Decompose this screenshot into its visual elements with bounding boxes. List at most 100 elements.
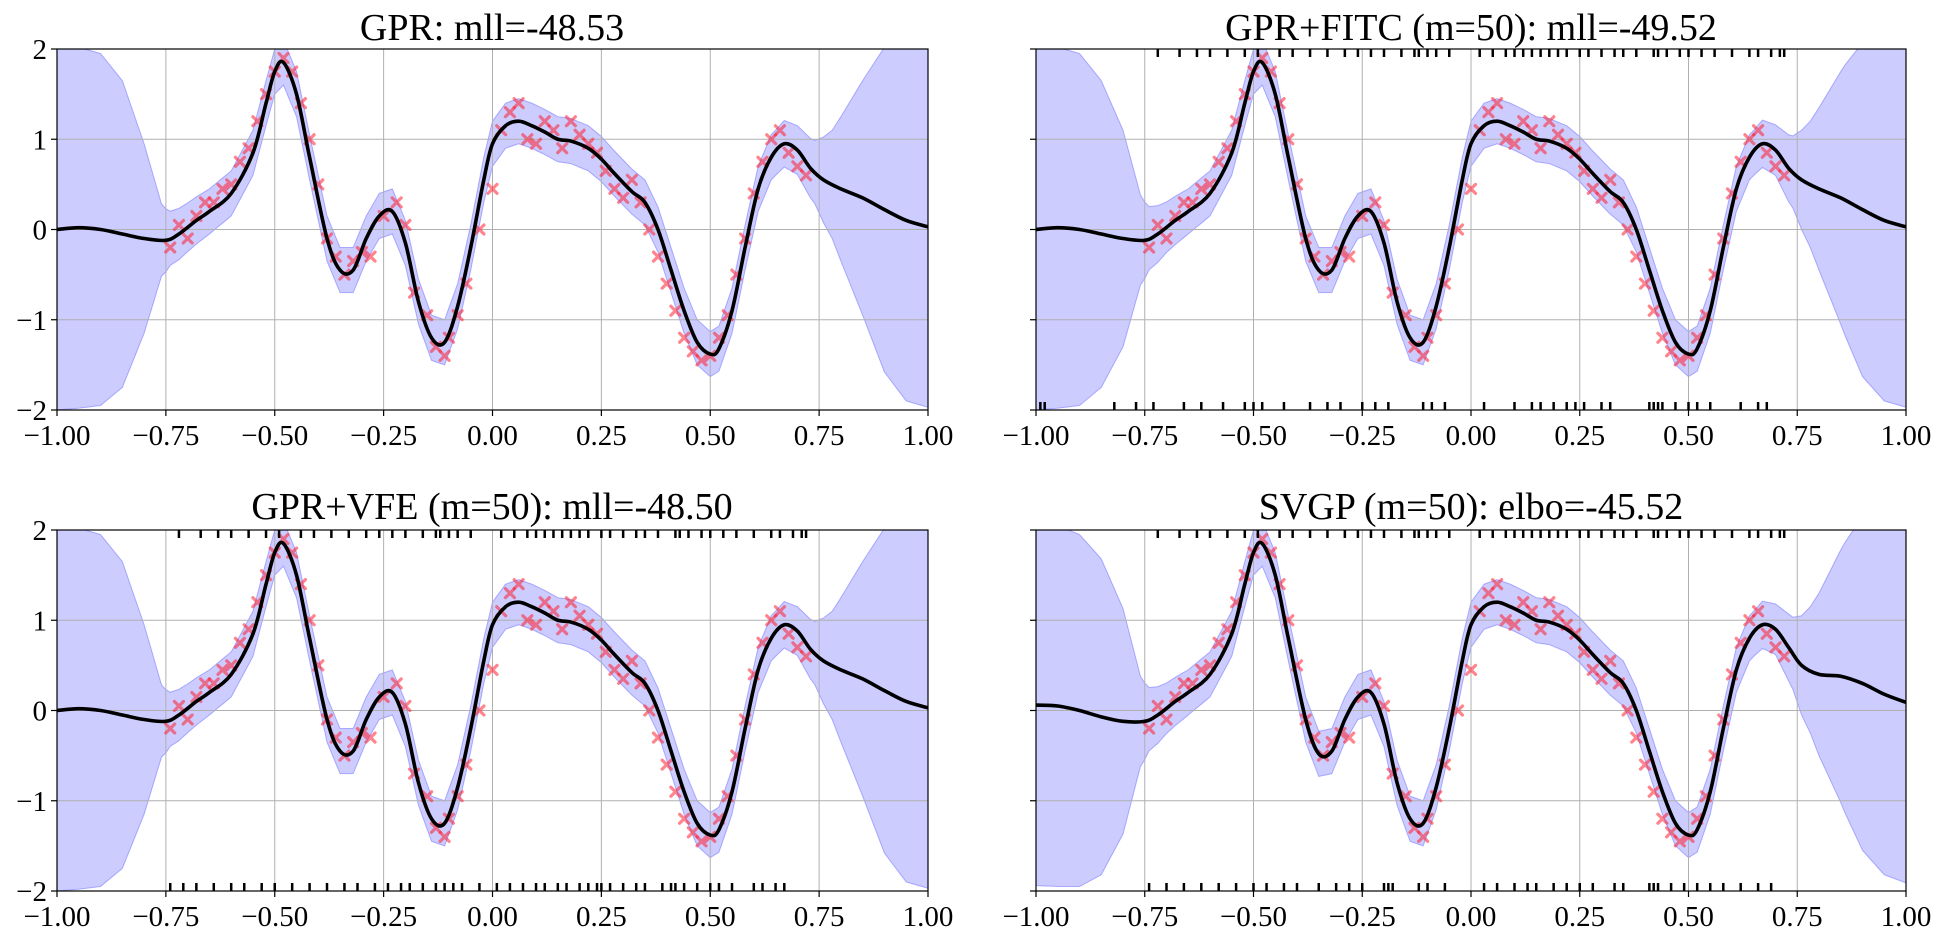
data-point <box>799 169 813 182</box>
data-point <box>1151 699 1164 713</box>
data-point <box>390 677 403 690</box>
y-tick-label: 2 <box>33 34 48 66</box>
data-point <box>564 115 577 128</box>
data-point <box>172 699 186 713</box>
x-tick-label: −0.25 <box>1329 420 1396 452</box>
data-point <box>1534 142 1547 155</box>
data-point <box>547 605 560 618</box>
x-tick-label: 0.00 <box>467 420 518 452</box>
x-tick-label: 0.00 <box>467 901 518 933</box>
y-tick-label: 0 <box>33 696 48 728</box>
data-point <box>1517 115 1530 128</box>
data-point <box>1212 155 1225 168</box>
data-point <box>1647 304 1660 317</box>
data-point <box>1417 830 1430 843</box>
data-point <box>1151 218 1164 232</box>
x-tick-label: −0.25 <box>1329 901 1396 933</box>
x-tick-label: −0.25 <box>350 420 417 452</box>
data-point <box>1586 663 1599 676</box>
data-point <box>233 636 247 649</box>
data-point <box>1543 596 1556 609</box>
data-point <box>1482 587 1495 600</box>
data-point <box>678 812 691 825</box>
data-point <box>773 605 787 618</box>
data-point <box>538 115 551 128</box>
data-point <box>521 133 534 146</box>
data-point <box>1778 650 1791 663</box>
x-tick-label: −0.50 <box>241 420 308 452</box>
x-tick-label: 0.50 <box>685 901 736 933</box>
data-point <box>765 133 778 146</box>
y-tick-label: −2 <box>16 876 47 908</box>
data-point <box>617 672 630 686</box>
data-point <box>181 232 194 245</box>
data-point <box>773 124 787 137</box>
data-point <box>216 182 229 195</box>
panel-gpr-vfe: GPR+VFE (m=50): mll=-48.50 −1.00 −0.75 −0.… <box>16 486 953 933</box>
panel-title: GPR+FITC (m=50): mll=-49.52 <box>1225 7 1717 49</box>
data-point <box>608 663 621 676</box>
x-tick-label: 0.75 <box>1772 420 1823 452</box>
data-point <box>1751 605 1765 618</box>
data-point <box>1517 596 1530 609</box>
x-tick-label: 0.50 <box>1663 420 1714 452</box>
data-point <box>1177 196 1191 209</box>
data-point <box>1177 677 1191 690</box>
data-point <box>172 218 186 232</box>
y-tick-label: 2 <box>33 515 48 547</box>
data-point <box>503 587 517 600</box>
data-point <box>164 722 177 735</box>
data-point <box>556 623 569 636</box>
data-point <box>164 241 177 254</box>
data-point <box>1656 331 1669 344</box>
x-tick-label: −1.00 <box>23 901 90 933</box>
data-point <box>198 677 212 690</box>
data-point <box>782 146 795 159</box>
data-point <box>686 345 699 358</box>
data-point <box>438 349 451 362</box>
data-point <box>1656 812 1669 825</box>
x-tick-label: 0.75 <box>794 420 845 452</box>
data-point <box>782 627 795 640</box>
data-point <box>364 250 377 263</box>
data-point <box>1760 627 1773 640</box>
x-tick-label: 0.00 <box>1446 420 1497 452</box>
data-point <box>686 826 699 839</box>
y-tick-label: 1 <box>33 124 48 156</box>
data-point <box>1630 731 1643 744</box>
data-point <box>1778 169 1791 182</box>
mean-line <box>1036 59 1906 357</box>
x-tick-label: −0.50 <box>1220 420 1287 452</box>
data-point <box>1769 160 1782 173</box>
data-point <box>608 182 621 195</box>
data-point <box>695 835 708 848</box>
data-point <box>198 196 212 209</box>
data-point <box>512 578 525 591</box>
plot-area <box>57 530 928 891</box>
mean-line <box>1036 540 1906 838</box>
panel-svgp: SVGP (m=50): elbo=-45.52 −1.00 −0.75 −0.50… <box>1002 486 1931 933</box>
data-point <box>1508 137 1521 150</box>
data-point <box>1160 232 1173 245</box>
data-point <box>521 614 534 627</box>
data-point <box>651 250 665 263</box>
data-point <box>660 758 673 771</box>
x-tick-label: −1.00 <box>1002 901 1069 933</box>
data-point <box>1499 133 1512 146</box>
data-point <box>1604 654 1617 667</box>
data-point <box>1525 124 1539 137</box>
data-point <box>660 277 673 290</box>
data-point <box>529 618 543 631</box>
data-point <box>643 704 656 717</box>
x-tick-label: −0.25 <box>350 901 417 933</box>
data-point <box>651 731 665 744</box>
y-tick-label: −1 <box>16 305 47 337</box>
data-point <box>573 128 586 141</box>
panel-title: GPR: mll=-48.53 <box>360 7 624 49</box>
data-point <box>1621 223 1634 236</box>
data-point <box>617 191 630 205</box>
data-point <box>1142 241 1156 254</box>
data-point <box>1743 614 1756 627</box>
plot-area <box>1036 49 1906 410</box>
data-point <box>1551 609 1565 622</box>
